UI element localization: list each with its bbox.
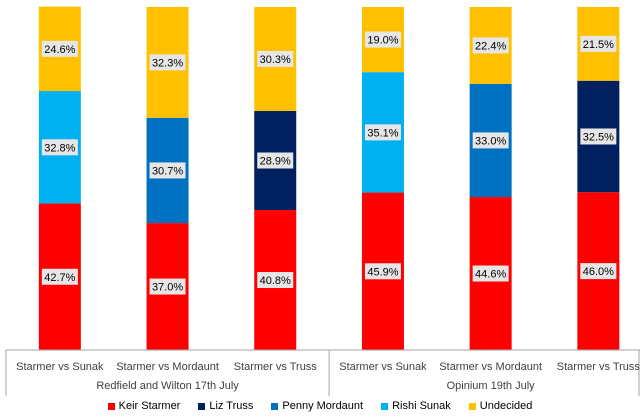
legend: Keir Starmer Liz Truss Penny Mordaunt Ri… [0, 398, 640, 414]
data-label-box [472, 37, 509, 54]
x-tick-label: Starmer vs Mordaunt [116, 361, 219, 373]
data-label: 37.0% [152, 282, 183, 294]
legend-item-liz-truss: Liz Truss [198, 400, 253, 412]
x-tick-label: Starmer vs Sunak [339, 361, 427, 373]
data-label: 42.7% [44, 272, 75, 284]
legend-item-rishi-sunak: Rishi Sunak [381, 400, 451, 412]
data-label: 45.9% [367, 266, 398, 278]
data-label-box [364, 263, 401, 280]
data-label-box [257, 272, 294, 289]
legend-item-undecided: Undecided [468, 400, 533, 412]
legend-label: Keir Starmer [118, 400, 181, 412]
data-label: 46.0% [583, 266, 614, 278]
data-label: 24.6% [44, 44, 75, 56]
data-label: 44.6% [475, 269, 506, 281]
data-label: 32.3% [152, 57, 183, 69]
legend-swatch-keir-starmer [107, 402, 115, 410]
data-label: 22.4% [475, 40, 506, 52]
data-label: 28.9% [260, 155, 291, 167]
chart-svg: 42.7% 32.8% 24.6% 37.0% 30.7% 32.3% 40.8% 28.9%… [5, 6, 640, 396]
data-label-box [580, 263, 617, 280]
legend-item-penny-mordaunt: Penny Mordaunt [271, 400, 363, 412]
data-label-box [580, 35, 617, 52]
x-tick-label: Starmer vs Mordaunt [439, 361, 542, 373]
data-label-box [472, 132, 509, 149]
legend-label: Penny Mordaunt [282, 400, 364, 412]
data-label-box [149, 54, 186, 71]
x-tick-label: Starmer vs Sunak [16, 361, 104, 373]
legend-label: Rishi Sunak [392, 400, 451, 412]
legend-item-keir-starmer: Keir Starmer [107, 400, 181, 412]
data-label-box [364, 124, 401, 141]
data-label-box [472, 265, 509, 282]
data-label: 33.0% [475, 135, 506, 147]
legend-swatch-penny-mordaunt [271, 402, 279, 410]
legend-swatch-rishi-sunak [381, 402, 389, 410]
legend-label: Undecided [479, 400, 533, 412]
data-label: 21.5% [583, 39, 614, 51]
data-label-box [41, 139, 78, 156]
data-label-box [257, 152, 294, 169]
x-tick-label: Starmer vs Truss [557, 361, 640, 373]
x-group-label: Opinium 19th July [447, 380, 536, 392]
data-label: 32.8% [44, 142, 75, 154]
legend-label: Liz Truss [209, 400, 254, 412]
data-label-box [41, 268, 78, 285]
data-label: 35.1% [367, 127, 398, 139]
stacked-bar-chart: 42.7% 32.8% 24.6% 37.0% 30.7% 32.3% 40.8% 28.9%… [5, 6, 640, 396]
legend-swatch-liz-truss [198, 402, 206, 410]
data-label: 19.0% [367, 35, 398, 47]
x-group-label: Redfield and Wilton 17th July [96, 380, 239, 392]
data-label-box [364, 31, 401, 48]
data-label-box [41, 40, 78, 57]
data-label: 40.8% [260, 275, 291, 287]
data-label-box [257, 50, 294, 67]
data-label-box [580, 128, 617, 145]
legend-swatch-undecided [468, 402, 476, 410]
data-label: 30.3% [260, 54, 291, 66]
data-label-box [149, 278, 186, 295]
data-label: 32.5% [583, 131, 614, 143]
x-tick-label: Starmer vs Truss [234, 361, 318, 373]
data-label: 30.7% [152, 165, 183, 177]
data-label-box [149, 162, 186, 179]
